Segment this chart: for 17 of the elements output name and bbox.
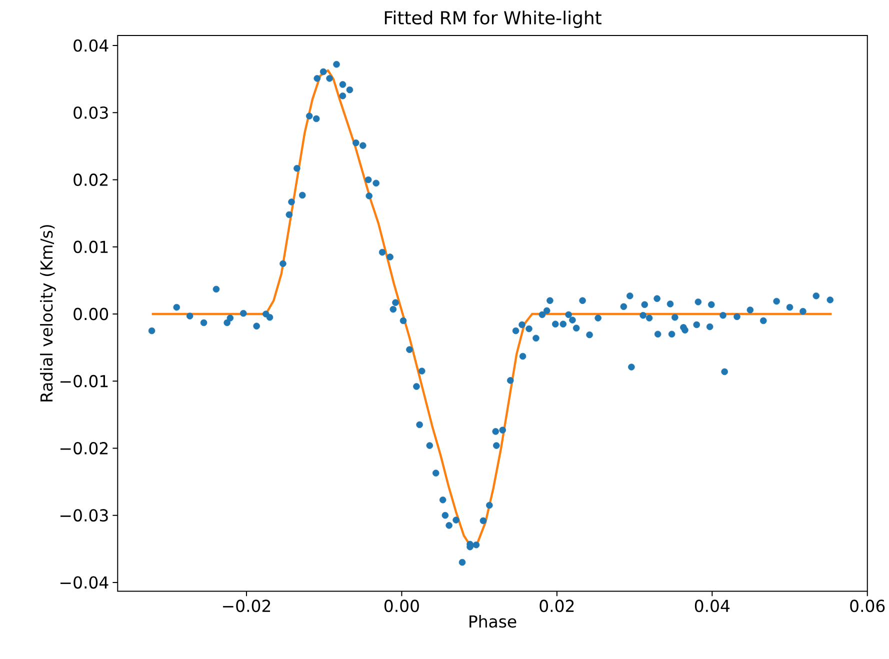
x-tick-label: 0.00 — [384, 600, 419, 612]
y-tick-label: 0.04 — [74, 39, 108, 52]
x-tick-label: 0.06 — [850, 600, 885, 612]
y-tick-label: 0.01 — [74, 240, 108, 254]
chart-title: Fitted RM for White-light — [384, 10, 602, 28]
y-tick-label: −0.01 — [60, 374, 108, 388]
y-tick-label: −0.02 — [60, 442, 108, 454]
y-tick-label: 0.02 — [74, 174, 108, 186]
x-tick-label: −0.02 — [223, 600, 270, 612]
x-tick-label: 0.04 — [694, 600, 730, 612]
y-axis-title: Radial velocity (Km/s) — [40, 225, 56, 402]
y-tick-label: 0.00 — [74, 308, 108, 320]
y-tick-label: −0.03 — [60, 509, 108, 522]
y-tick-label: 0.03 — [74, 106, 108, 119]
x-axis-title: Phase — [470, 614, 516, 628]
y-tick-label: −0.04 — [60, 576, 108, 589]
x-tick-label: 0.02 — [540, 600, 574, 612]
